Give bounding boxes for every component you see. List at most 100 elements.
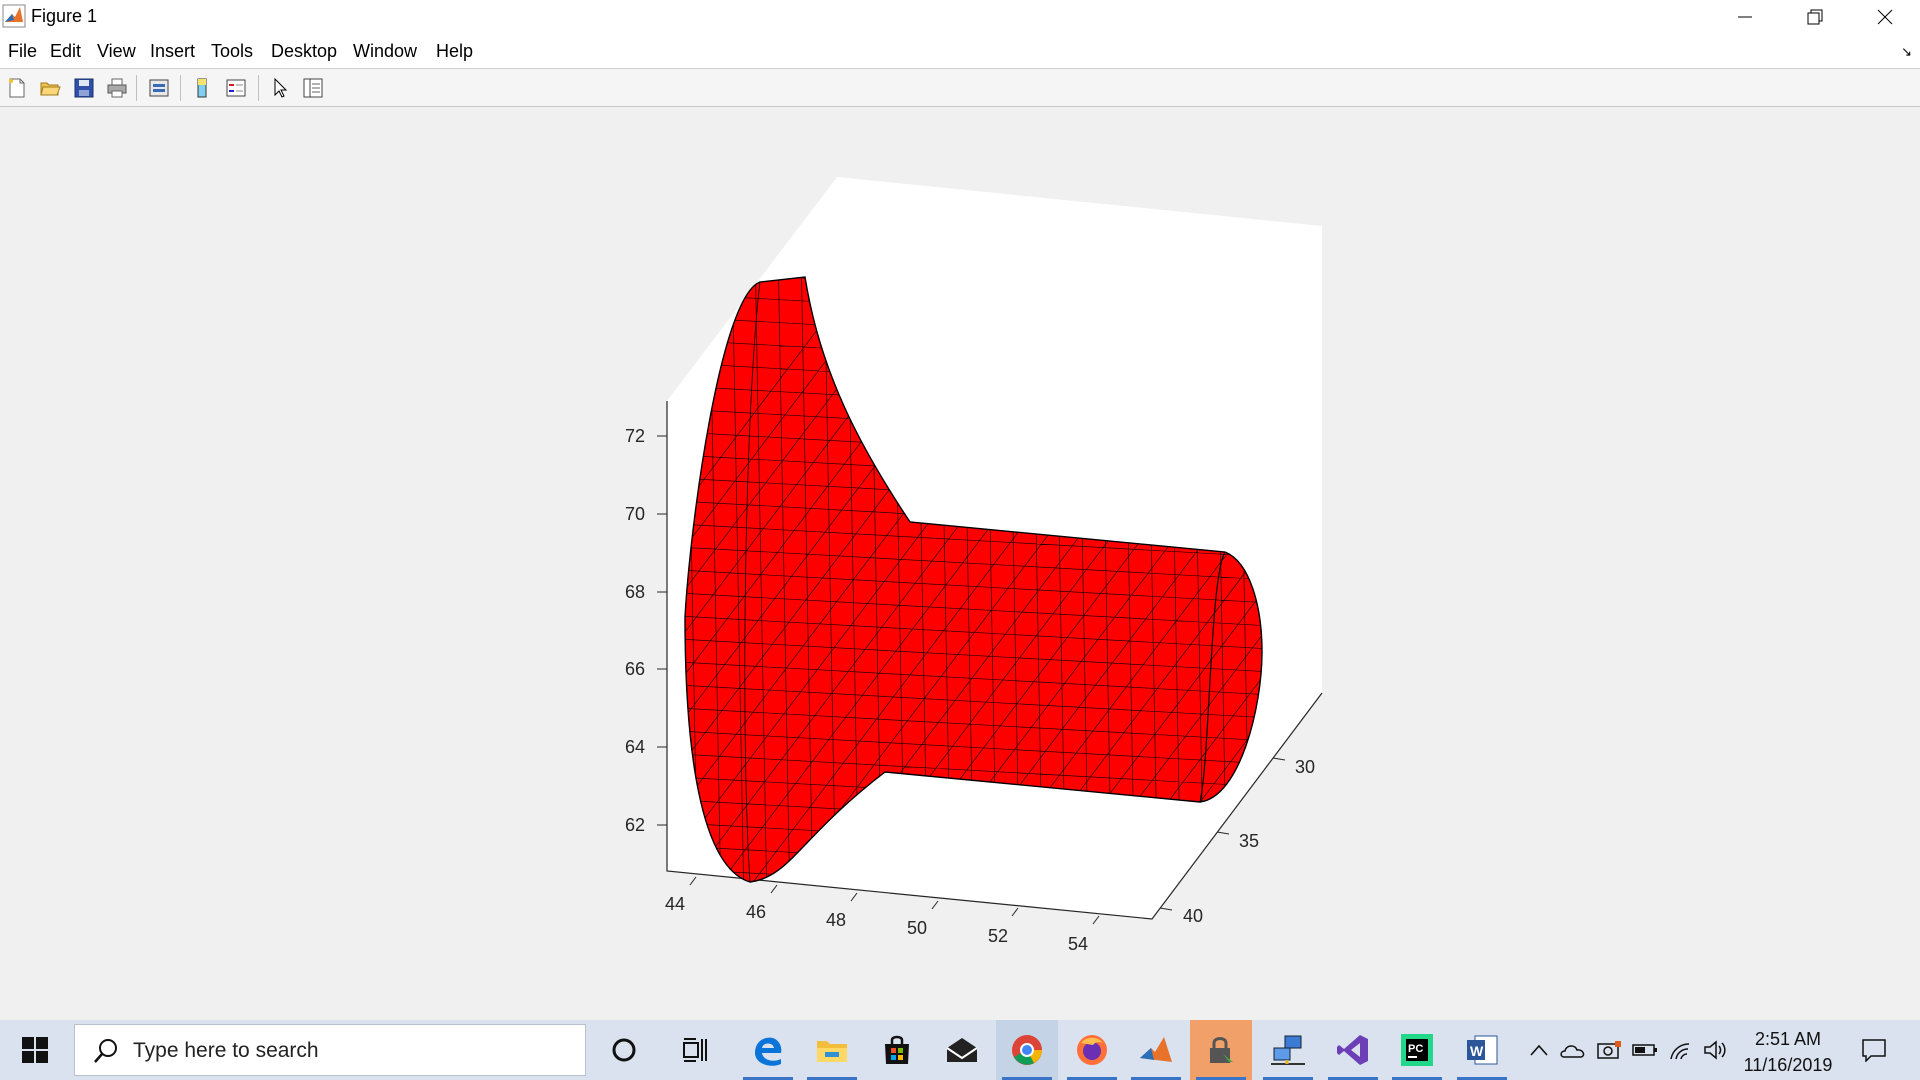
open-file-icon bbox=[40, 82, 61, 96]
menu-tools[interactable]: Tools bbox=[211, 41, 254, 61]
camera-icon bbox=[1597, 1041, 1621, 1059]
onedrive-icon bbox=[1560, 1045, 1585, 1058]
x-tick bbox=[1092, 915, 1100, 925]
mail-button[interactable] bbox=[931, 1020, 993, 1080]
new-figure-button[interactable] bbox=[3, 74, 31, 102]
close-icon bbox=[1877, 9, 1893, 25]
file-explorer-icon bbox=[817, 1041, 847, 1062]
matlab-icon bbox=[1140, 1037, 1172, 1062]
close-button[interactable] bbox=[1850, 0, 1920, 34]
vpn-button[interactable] bbox=[1190, 1020, 1252, 1080]
wifi-button[interactable] bbox=[1665, 1020, 1695, 1080]
firefox-button[interactable] bbox=[1061, 1020, 1123, 1080]
chrome-button[interactable] bbox=[996, 1020, 1058, 1080]
restore-button[interactable] bbox=[1780, 0, 1850, 34]
chevron-up-icon bbox=[1530, 1044, 1548, 1056]
menu-bar: File Edit View Insert Tools Desktop Wind… bbox=[0, 34, 1920, 69]
mail-icon bbox=[946, 1038, 978, 1062]
menu-window[interactable]: Window bbox=[353, 41, 418, 61]
word-icon: W bbox=[1467, 1035, 1498, 1065]
file-explorer-button[interactable] bbox=[801, 1020, 863, 1080]
volume-icon bbox=[1704, 1040, 1726, 1060]
x-tick-label: 52 bbox=[988, 926, 1008, 946]
x-tick bbox=[931, 900, 939, 910]
show-hidden-icons-button[interactable] bbox=[1524, 1020, 1554, 1080]
figure-toolbar bbox=[0, 69, 1920, 107]
matlab-taskbar-button[interactable] bbox=[1125, 1020, 1187, 1080]
network-app-icon bbox=[1271, 1035, 1305, 1065]
start-button[interactable] bbox=[0, 1020, 70, 1080]
z-tick-label: 66 bbox=[625, 659, 645, 679]
action-center-button[interactable] bbox=[1854, 1020, 1894, 1080]
minimize-button[interactable] bbox=[1710, 0, 1780, 34]
insert-legend-icon bbox=[226, 79, 246, 97]
pycharm-button[interactable]: PC bbox=[1386, 1020, 1448, 1080]
network-app-button[interactable] bbox=[1257, 1020, 1319, 1080]
x-tick-label: 54 bbox=[1068, 934, 1088, 954]
visual-studio-button[interactable] bbox=[1322, 1020, 1384, 1080]
x-tick bbox=[1011, 907, 1019, 917]
wifi-icon bbox=[1670, 1043, 1690, 1060]
surface-mesh bbox=[684, 276, 1263, 883]
title-bar: Figure 1 bbox=[0, 0, 1920, 34]
pycharm-icon: PC bbox=[1401, 1034, 1433, 1066]
axes-3d[interactable]: 72 70 68 66 64 62 44 46 48 50 52 54 30 35 40 bbox=[0, 107, 1920, 1017]
print-button[interactable] bbox=[103, 74, 131, 102]
menu-help[interactable]: Help bbox=[436, 41, 474, 61]
cortana-button[interactable] bbox=[593, 1020, 655, 1080]
rim-edge bbox=[744, 281, 761, 882]
task-view-button[interactable] bbox=[665, 1020, 727, 1080]
camera-tray-button[interactable] bbox=[1594, 1020, 1624, 1080]
menu-file[interactable]: File bbox=[8, 41, 38, 61]
link-plot-button[interactable] bbox=[145, 74, 173, 102]
word-button[interactable]: W bbox=[1451, 1020, 1513, 1080]
search-placeholder: Type here to search bbox=[133, 1039, 319, 1062]
figure-canvas: 72 70 68 66 64 62 44 46 48 50 52 54 30 35 40 bbox=[0, 107, 1920, 1017]
edge-icon bbox=[755, 1037, 782, 1066]
svg-text:W: W bbox=[1470, 1043, 1484, 1059]
x-tick-label: 50 bbox=[907, 918, 927, 938]
store-button[interactable] bbox=[866, 1020, 928, 1080]
end-cap-edge bbox=[1199, 551, 1226, 803]
menu-view[interactable]: View bbox=[97, 41, 136, 61]
search-box[interactable]: Type here to search bbox=[74, 1024, 586, 1076]
y-tick bbox=[1159, 907, 1173, 911]
minimize-icon bbox=[1738, 16, 1752, 18]
svg-text:PC: PC bbox=[1408, 1043, 1423, 1055]
dock-arrow-icon[interactable]: ↘ bbox=[1901, 44, 1912, 59]
menu-desktop[interactable]: Desktop bbox=[271, 41, 338, 61]
new-figure-icon bbox=[9, 78, 25, 98]
x-tick bbox=[689, 876, 697, 886]
insert-legend-button[interactable] bbox=[222, 74, 250, 102]
notification-icon bbox=[1862, 1039, 1886, 1062]
onedrive-button[interactable] bbox=[1558, 1020, 1588, 1080]
task-view-icon bbox=[683, 1038, 707, 1062]
menu-edit[interactable]: Edit bbox=[50, 41, 82, 61]
store-icon bbox=[885, 1035, 909, 1064]
clock[interactable]: 2:51 AM 11/16/2019 bbox=[1728, 1026, 1848, 1078]
z-tick-label: 72 bbox=[625, 426, 645, 446]
battery-button[interactable] bbox=[1630, 1020, 1660, 1080]
windows-icon bbox=[22, 1037, 48, 1063]
open-file-button[interactable] bbox=[36, 74, 64, 102]
edit-plot-button[interactable] bbox=[266, 74, 294, 102]
x-tick bbox=[850, 892, 858, 902]
save-icon bbox=[74, 78, 94, 98]
edit-plot-icon bbox=[274, 77, 288, 98]
print-icon bbox=[107, 78, 127, 98]
matlab-icon bbox=[2, 4, 26, 28]
y-tick bbox=[1216, 831, 1230, 835]
insert-colorbar-button[interactable] bbox=[188, 74, 216, 102]
clock-date: 11/16/2019 bbox=[1743, 1055, 1833, 1075]
y-tick-label: 30 bbox=[1295, 757, 1315, 777]
edge-button[interactable] bbox=[737, 1020, 799, 1080]
y-tick-label: 40 bbox=[1183, 906, 1203, 926]
clock-time: 2:51 AM bbox=[1754, 1029, 1822, 1049]
link-plot-icon bbox=[149, 79, 169, 97]
x-tick bbox=[770, 884, 778, 894]
x-tick-label: 48 bbox=[826, 910, 846, 930]
property-inspector-button[interactable] bbox=[299, 74, 327, 102]
save-button[interactable] bbox=[70, 74, 98, 102]
volume-button[interactable] bbox=[1700, 1020, 1730, 1080]
menu-insert[interactable]: Insert bbox=[150, 41, 196, 61]
